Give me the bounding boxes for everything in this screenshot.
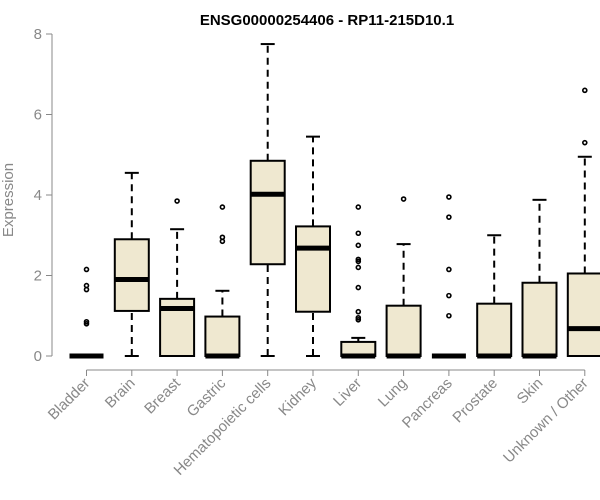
iqr-box bbox=[249, 159, 286, 266]
outlier-point bbox=[174, 198, 180, 204]
x-tick-label: Brain bbox=[102, 375, 139, 412]
box-brain bbox=[113, 171, 150, 357]
outlier-point bbox=[446, 292, 452, 299]
y-axis: 0 2 4 6 8 bbox=[34, 26, 53, 365]
y-tick-label: 6 bbox=[34, 107, 42, 124]
outlier-point bbox=[446, 194, 452, 200]
y-axis-title: Expression bbox=[0, 163, 17, 237]
box-skin bbox=[521, 198, 558, 359]
outlier-point bbox=[400, 196, 407, 202]
outlier-point bbox=[355, 264, 362, 271]
box-pancreas bbox=[431, 194, 466, 359]
outlier-point bbox=[355, 284, 362, 291]
outlier-point bbox=[355, 242, 362, 249]
box-gastric bbox=[204, 204, 241, 359]
y-tick-label: 2 bbox=[34, 268, 42, 285]
outlier-point bbox=[219, 234, 226, 241]
outlier-point bbox=[83, 320, 90, 327]
outlier-point bbox=[83, 266, 90, 273]
iqr-box bbox=[521, 281, 558, 357]
chart-title: ENSG00000254406 - RP11-215D10.1 bbox=[200, 12, 454, 29]
outlier-point bbox=[355, 204, 362, 210]
x-tick-label: Kidney bbox=[275, 374, 320, 419]
box-hematopoietic-cells bbox=[249, 43, 286, 357]
outlier-point bbox=[83, 318, 90, 325]
box-lung bbox=[385, 196, 422, 359]
outlier-point bbox=[446, 214, 452, 220]
outlier-point bbox=[355, 230, 362, 237]
box-unknown-other bbox=[566, 87, 600, 357]
x-tick-label: Breast bbox=[141, 374, 184, 417]
x-tick-label: Prostate bbox=[449, 375, 501, 427]
outlier-point bbox=[446, 312, 452, 319]
x-tick-label: Unknown / Other bbox=[500, 375, 592, 467]
y-tick-label: 8 bbox=[34, 26, 42, 43]
box-liver bbox=[340, 204, 377, 359]
x-tick-label: Pancreas bbox=[399, 375, 456, 432]
outlier-point bbox=[581, 139, 588, 146]
outlier-point bbox=[355, 308, 362, 315]
box-prostate bbox=[476, 234, 513, 359]
iqr-box bbox=[204, 315, 241, 357]
outlier-point bbox=[355, 256, 362, 263]
outlier-point bbox=[83, 282, 90, 289]
outlier-point bbox=[355, 258, 362, 265]
iqr-box bbox=[295, 225, 331, 313]
outlier-point bbox=[581, 87, 588, 94]
box-bladder bbox=[69, 266, 104, 359]
outlier-point bbox=[446, 266, 452, 273]
iqr-box bbox=[476, 302, 513, 357]
y-tick-label: 4 bbox=[34, 187, 42, 204]
iqr-box bbox=[566, 272, 600, 357]
outlier-point bbox=[355, 316, 362, 323]
box-kidney bbox=[295, 135, 331, 357]
iqr-box bbox=[113, 238, 150, 312]
outlier-point bbox=[219, 204, 226, 210]
box-breast bbox=[159, 198, 196, 357]
x-tick-label: Skin bbox=[514, 375, 547, 408]
x-tick-label: Lung bbox=[375, 375, 411, 411]
iqr-box bbox=[385, 304, 422, 357]
x-tick-label: Bladder bbox=[45, 375, 94, 424]
y-tick-label: 0 bbox=[34, 348, 42, 365]
boxes-layer bbox=[69, 43, 600, 359]
outlier-point bbox=[355, 314, 362, 321]
x-tick-label: Liver bbox=[330, 375, 365, 410]
